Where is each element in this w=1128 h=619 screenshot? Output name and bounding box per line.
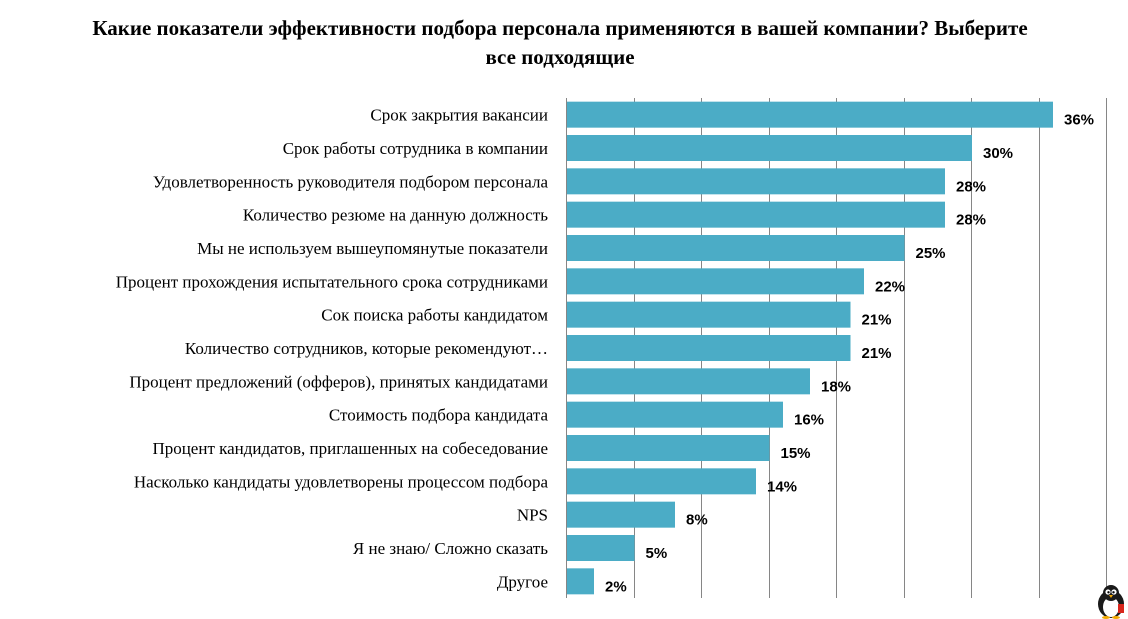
category-label: Срок закрытия вакансии [370,106,548,125]
bar [567,335,851,361]
category-label: Стоимость подбора кандидата [329,406,549,425]
bar [567,468,756,495]
penguin-logo-icon [1098,585,1124,619]
category-label: Количество сотрудников, которые рекоменд… [185,339,548,358]
data-label: 5% [646,545,668,562]
data-label: 28% [956,212,986,229]
category-label: Процент кандидатов, приглашенных на собе… [152,439,548,458]
category-label: Другое [497,572,548,591]
category-label: NPS [517,506,548,525]
bar [567,535,635,561]
bar [567,301,851,328]
category-label: Процент предложений (офферов), принятых … [129,372,548,391]
bar [567,368,810,395]
bar [567,268,864,295]
data-label: 30% [983,145,1013,162]
bar [567,568,594,595]
category-label: Удовлетворенность руководителя подбором … [153,172,549,191]
bar [567,501,675,528]
category-label: Сок поиска работы кандидатом [321,306,548,325]
bar [567,201,945,228]
bar [567,101,1053,128]
data-label: 21% [862,345,892,362]
bar [567,401,783,428]
data-label: 8% [686,512,708,529]
data-label: 21% [862,312,892,329]
data-label: 36% [1064,112,1094,129]
data-label: 2% [605,578,627,595]
data-label: 25% [916,245,946,262]
category-label: Количество резюме на данную должность [243,206,548,225]
category-label: Срок работы сотрудника в компании [283,139,548,158]
data-label: 14% [767,478,797,495]
category-label: Процент прохождения испытательного срока… [116,272,548,291]
bar [567,135,972,161]
bar [567,435,770,461]
data-label: 28% [956,178,986,195]
value-labels: 36% 30% 28% 28% 25% 22% 21% 21% 18% 16% 15% 14% 8% 5%… [605,112,1094,596]
category-label: Я не знаю/ Сложно сказать [353,539,548,558]
category-label: Насколько кандидаты удовлетворены процес… [134,472,549,491]
category-labels: Срок закрытия вакансии Срок работы сотруд… [116,106,549,592]
data-label: 15% [781,445,811,462]
bars [567,101,1053,595]
data-label: 22% [875,278,905,295]
bar [567,235,905,261]
data-label: 18% [821,378,851,395]
category-label: Мы не используем вышеупомянутые показате… [197,239,548,258]
bar [567,168,945,195]
chart-title: Какие показатели эффективности подбора п… [92,16,1028,69]
data-label: 16% [794,412,824,429]
